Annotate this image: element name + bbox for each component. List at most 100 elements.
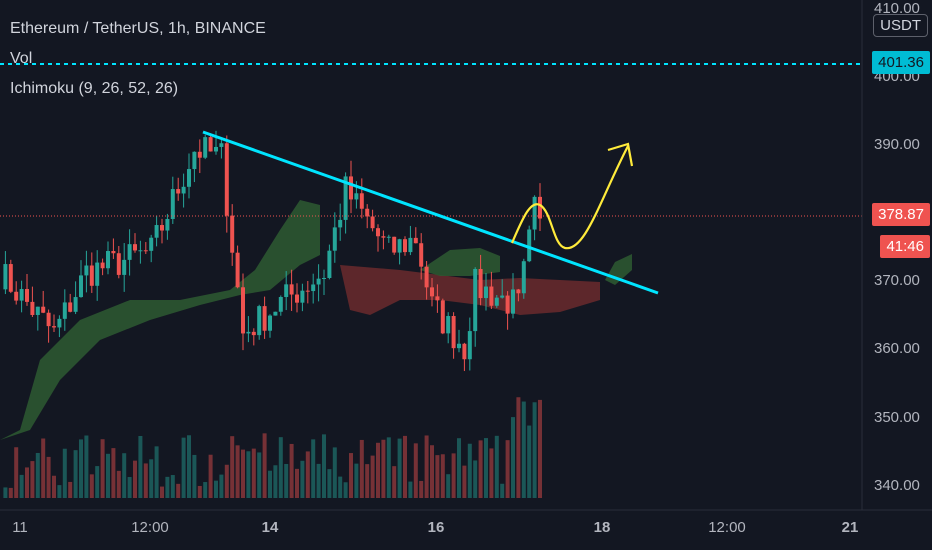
descending-trendline[interactable] bbox=[202, 130, 659, 295]
volume-bar bbox=[430, 445, 434, 498]
candle-body bbox=[322, 277, 326, 279]
candle-body bbox=[73, 297, 78, 312]
candle-body bbox=[451, 316, 456, 349]
candle-body bbox=[435, 296, 440, 301]
candlesticks bbox=[3, 130, 542, 372]
ichimoku-cloud bbox=[0, 200, 632, 440]
candle-body bbox=[170, 189, 175, 219]
candle-body bbox=[224, 143, 229, 216]
volume-bar bbox=[457, 438, 461, 498]
candle-body bbox=[478, 268, 483, 299]
candle-body bbox=[446, 316, 451, 334]
volume-legend[interactable]: Vol bbox=[10, 50, 33, 67]
candle-body bbox=[403, 239, 407, 253]
volume-bar bbox=[403, 435, 407, 498]
volume-bar bbox=[511, 417, 515, 498]
candle-body bbox=[268, 315, 272, 331]
volume-bar bbox=[343, 482, 348, 498]
volume-bar bbox=[349, 453, 353, 498]
candle-body bbox=[381, 236, 386, 238]
candle-body bbox=[386, 236, 391, 238]
volume-bar bbox=[538, 399, 542, 498]
symbol-title[interactable]: Ethereum / TetherUS, 1h, BINANCE bbox=[10, 20, 266, 37]
volume-bar bbox=[230, 436, 235, 498]
candle-body bbox=[197, 151, 202, 158]
time-axis[interactable]: 11 12:00 14 16 18 12:00 21 bbox=[12, 519, 858, 536]
volume-bar bbox=[154, 446, 159, 498]
candle-body bbox=[68, 302, 73, 312]
cloud-bullish-right bbox=[420, 248, 500, 276]
volume-bar bbox=[214, 480, 218, 498]
volume-bar bbox=[435, 455, 440, 498]
volume-bar bbox=[127, 477, 132, 498]
volume-bar bbox=[338, 476, 343, 498]
time-tick-label: 12:00 bbox=[708, 519, 746, 536]
volume-bar bbox=[219, 474, 224, 498]
volume-bar bbox=[262, 433, 267, 498]
candle-body bbox=[376, 228, 380, 237]
candle-body bbox=[230, 215, 235, 253]
volume-bar bbox=[68, 481, 73, 498]
candle-body bbox=[273, 311, 278, 316]
price-tick-label: 340.00 bbox=[874, 477, 920, 494]
candle-body bbox=[62, 302, 67, 319]
volume-bar bbox=[35, 452, 40, 498]
volume-bar bbox=[19, 474, 24, 498]
volume-bar bbox=[392, 466, 397, 498]
candle-body bbox=[408, 237, 413, 253]
candle-body bbox=[494, 297, 499, 306]
volume-bar bbox=[116, 470, 121, 498]
candle-body bbox=[532, 196, 537, 230]
currency-button[interactable]: USDT bbox=[873, 14, 928, 37]
volume-bar bbox=[273, 465, 278, 498]
volume-bar bbox=[62, 448, 67, 498]
candle-body bbox=[219, 143, 224, 147]
projection-arrow[interactable] bbox=[510, 145, 629, 250]
volume-bar bbox=[84, 435, 89, 498]
candle-body bbox=[149, 237, 154, 251]
volume-bar bbox=[111, 448, 116, 498]
candle-body bbox=[521, 261, 526, 294]
candle-body bbox=[30, 301, 35, 315]
volume-bar bbox=[224, 464, 229, 498]
candle-body bbox=[122, 259, 127, 275]
volume-bar bbox=[208, 454, 213, 498]
candle-body bbox=[111, 251, 116, 254]
volume-bar bbox=[295, 468, 299, 498]
volume-bar bbox=[79, 439, 83, 498]
time-tick-label: 16 bbox=[428, 519, 445, 536]
candle-body bbox=[127, 244, 132, 260]
candle-body bbox=[116, 253, 121, 275]
volume-bar bbox=[311, 439, 316, 498]
candle-body bbox=[365, 208, 370, 217]
volume-bar bbox=[133, 460, 137, 498]
volume-bar bbox=[165, 476, 170, 498]
ichimoku-legend[interactable]: Ichimoku (9, 26, 52, 26) bbox=[10, 80, 179, 97]
volume-bar bbox=[327, 469, 332, 498]
volume-bar bbox=[494, 435, 499, 498]
volume-bar bbox=[500, 483, 505, 498]
cloud-bearish bbox=[340, 265, 600, 315]
candle-body bbox=[187, 169, 191, 187]
volume-bar bbox=[143, 463, 148, 498]
volume-bar bbox=[446, 474, 451, 498]
volume-bar bbox=[235, 445, 240, 498]
candle-body bbox=[278, 297, 283, 312]
volume-bar bbox=[505, 440, 510, 498]
volume-bar bbox=[149, 459, 154, 498]
candle-body bbox=[511, 289, 515, 314]
volume-bar bbox=[241, 449, 245, 498]
candle-body bbox=[305, 290, 310, 292]
volume-bar bbox=[462, 465, 467, 498]
volume-bar bbox=[354, 463, 359, 498]
volume-bar bbox=[440, 454, 445, 498]
volume-bar bbox=[305, 451, 310, 498]
volume-bar bbox=[413, 443, 418, 498]
volume-bar bbox=[376, 442, 380, 498]
candle-body bbox=[3, 264, 8, 290]
volume-bar bbox=[122, 453, 127, 498]
candle-body bbox=[430, 287, 434, 297]
candle-body bbox=[235, 252, 240, 288]
candle-body bbox=[457, 343, 461, 349]
